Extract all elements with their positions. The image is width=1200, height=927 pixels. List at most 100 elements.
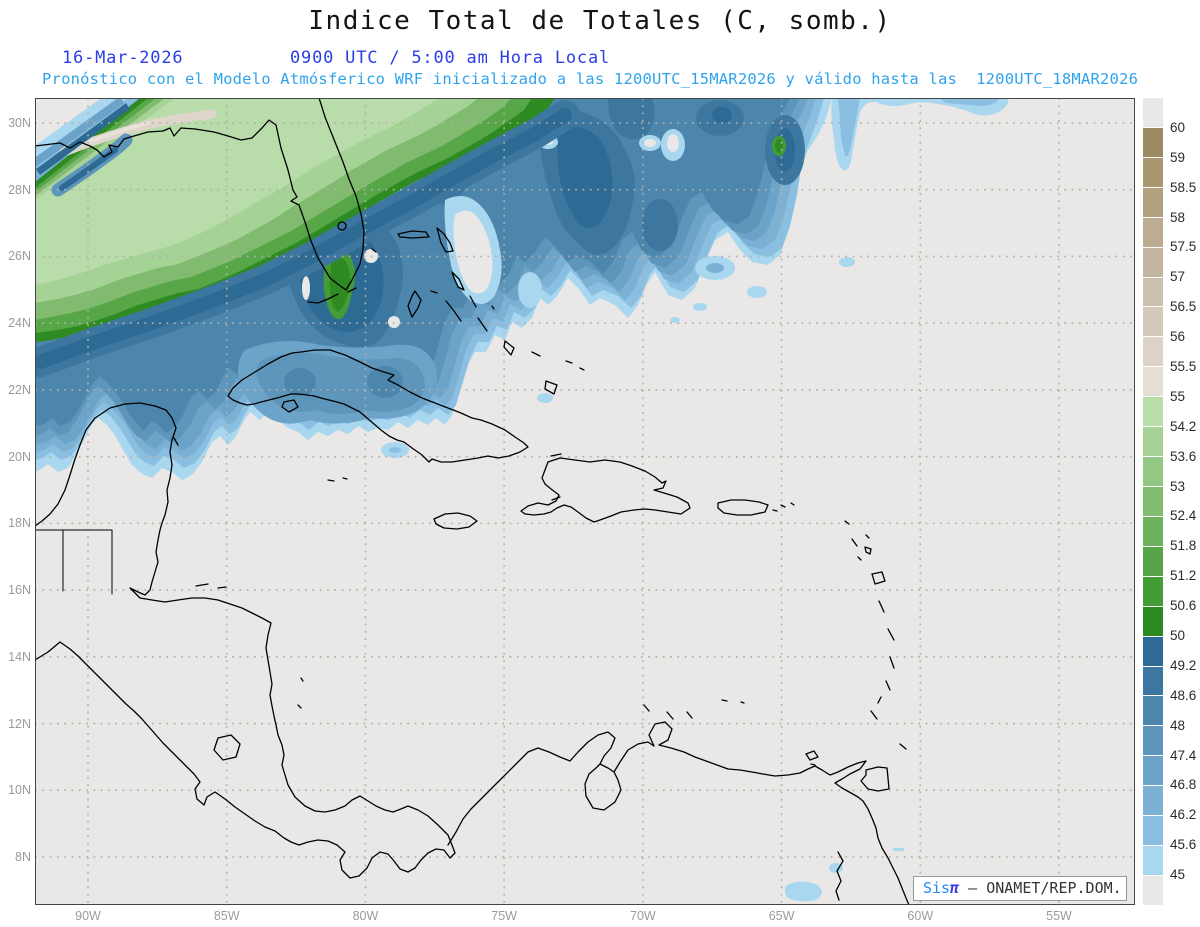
colorbar-tick-label: 57 bbox=[1170, 269, 1186, 285]
colorbar-tick-label: 45.6 bbox=[1170, 837, 1197, 853]
lat-tick-label: 18N bbox=[8, 516, 31, 531]
map-area bbox=[35, 98, 1135, 905]
lat-tick-label: 12N bbox=[8, 716, 31, 731]
coast-florida-keys bbox=[307, 287, 357, 304]
colorbar-tick-label: 58 bbox=[1170, 209, 1186, 225]
colorbar-tick-label: 45 bbox=[1170, 867, 1186, 883]
colorbar-segment bbox=[1143, 605, 1163, 636]
political-borders bbox=[35, 529, 113, 595]
colorbar-tick-label: 58.5 bbox=[1170, 179, 1197, 195]
coast-hispaniola bbox=[520, 453, 691, 523]
colorbar-tick-label: 48.6 bbox=[1170, 687, 1197, 703]
lat-tick-label: 30N bbox=[8, 116, 31, 130]
coast-us-gulf-florida bbox=[35, 98, 365, 291]
colorbar-segment bbox=[1143, 755, 1163, 786]
colorbar-segment bbox=[1143, 695, 1163, 726]
lat-tick-label: 14N bbox=[8, 649, 31, 664]
lon-tick-label: 75W bbox=[491, 909, 517, 923]
colorbar-segment bbox=[1143, 515, 1163, 546]
coast-abc-islands bbox=[643, 699, 819, 766]
lat-tick-label: 22N bbox=[8, 382, 31, 397]
colorbar-segment bbox=[1143, 216, 1163, 247]
coast-jamaica bbox=[433, 512, 478, 530]
coast-lesser-antilles bbox=[844, 520, 907, 750]
colorbar-tick-label: 46.8 bbox=[1170, 777, 1197, 793]
colorbar-tick-label: 51.2 bbox=[1170, 568, 1197, 584]
colorbar-tick-label: 53 bbox=[1170, 478, 1186, 494]
colorbar-segment bbox=[1143, 845, 1163, 875]
lon-tick-label: 55W bbox=[1046, 909, 1072, 923]
colorbar-segment bbox=[1143, 485, 1163, 516]
colorbar-segment bbox=[1143, 276, 1163, 307]
coastlines bbox=[35, 98, 910, 905]
map-svg bbox=[35, 98, 1135, 905]
lon-tick-label: 60W bbox=[907, 909, 934, 923]
colorbar-tick-label: 54.2 bbox=[1170, 418, 1197, 434]
colorbar-tick-label: 47.4 bbox=[1170, 747, 1197, 763]
colorbar-segment bbox=[1143, 665, 1163, 696]
lat-tick-label: 10N bbox=[8, 783, 31, 798]
colorbar-tick-label: 46.2 bbox=[1170, 807, 1197, 823]
colorbar-segment bbox=[1143, 874, 1163, 905]
coast-isla-juventud bbox=[281, 399, 299, 413]
page-title: Indice Total de Totales (C, somb.) bbox=[308, 6, 892, 36]
colorbar-segment bbox=[1143, 815, 1163, 846]
lon-tick-label: 90W bbox=[75, 909, 101, 923]
colorbar-tick-label: 56 bbox=[1170, 329, 1186, 345]
colorbar-segment bbox=[1143, 156, 1163, 187]
graticule-gridlines bbox=[35, 98, 1135, 905]
colorbar-segment bbox=[1143, 306, 1163, 337]
forecast-note: Pronóstico con el Modelo Atmósferico WRF… bbox=[42, 70, 1139, 88]
map-frame bbox=[35, 98, 1135, 905]
colorbar-segment bbox=[1143, 246, 1163, 277]
lon-tick-label: 85W bbox=[213, 909, 240, 923]
colorbar-segment bbox=[1143, 126, 1163, 157]
coast-cayman bbox=[327, 477, 348, 482]
colorbar-segment bbox=[1143, 366, 1163, 397]
coast-orinoco-islands bbox=[835, 851, 844, 901]
coast-trinidad bbox=[860, 766, 890, 792]
lake-okeechobee bbox=[337, 221, 347, 231]
colorbar-tick-label: 57.5 bbox=[1170, 239, 1197, 255]
lat-tick-label: 24N bbox=[8, 316, 31, 331]
colorbar-segment bbox=[1143, 426, 1163, 457]
colorbar-tick-label: 53.6 bbox=[1170, 448, 1197, 464]
valid-datetime-row: 16-Mar-2026 0900 UTC / 5:00 am Hora Loca… bbox=[0, 48, 1200, 68]
lat-tick-label: 26N bbox=[8, 249, 31, 264]
colorbar-tick-label: 51.8 bbox=[1170, 538, 1197, 554]
lat-tick-label: 16N bbox=[8, 583, 31, 598]
colorbar-tick-label: 50.6 bbox=[1170, 598, 1197, 614]
colorbar-tick-label: 55 bbox=[1170, 388, 1186, 404]
brand-pi-icon: π bbox=[950, 879, 960, 897]
brand-sis: Sis bbox=[923, 879, 951, 897]
coast-puerto-rico bbox=[717, 499, 795, 516]
colorbar-segment bbox=[1143, 575, 1163, 606]
coast-cuba bbox=[227, 349, 529, 463]
coast-central-america bbox=[35, 402, 456, 879]
colorbar-segment bbox=[1143, 396, 1163, 427]
coast-bahamas bbox=[371, 227, 585, 395]
colorbar-tick-label: 49.2 bbox=[1170, 657, 1197, 673]
colorbar-segment bbox=[1143, 336, 1163, 367]
lat-tick-label: 8N bbox=[15, 850, 31, 864]
colorbar-segment bbox=[1143, 98, 1163, 127]
colorbar-tick-label: 50 bbox=[1170, 628, 1186, 643]
lon-tick-label: 65W bbox=[768, 909, 795, 923]
lat-tick-label: 28N bbox=[8, 182, 31, 197]
coast-small-islands bbox=[173, 437, 304, 709]
colorbar-tick-label: 56.5 bbox=[1170, 299, 1197, 315]
valid-date: 16-Mar-2026 bbox=[62, 48, 184, 68]
colorbar-segment bbox=[1143, 186, 1163, 217]
attribution-text: – ONAMET/REP.DOM. bbox=[959, 879, 1122, 897]
colorbar-segment bbox=[1143, 725, 1163, 756]
colorbar-tick-label: 55.5 bbox=[1170, 359, 1197, 374]
colorbar-segment bbox=[1143, 785, 1163, 816]
colorbar-tick-label: 59 bbox=[1170, 149, 1186, 165]
colorbar-tick-label: 60 bbox=[1170, 119, 1186, 135]
colorbar-segment bbox=[1143, 456, 1163, 486]
colorbar-tick-label: 52.4 bbox=[1170, 508, 1197, 524]
colorbar-segment bbox=[1143, 635, 1163, 666]
lon-tick-label: 70W bbox=[630, 909, 656, 923]
lake-nicaragua bbox=[213, 734, 241, 761]
